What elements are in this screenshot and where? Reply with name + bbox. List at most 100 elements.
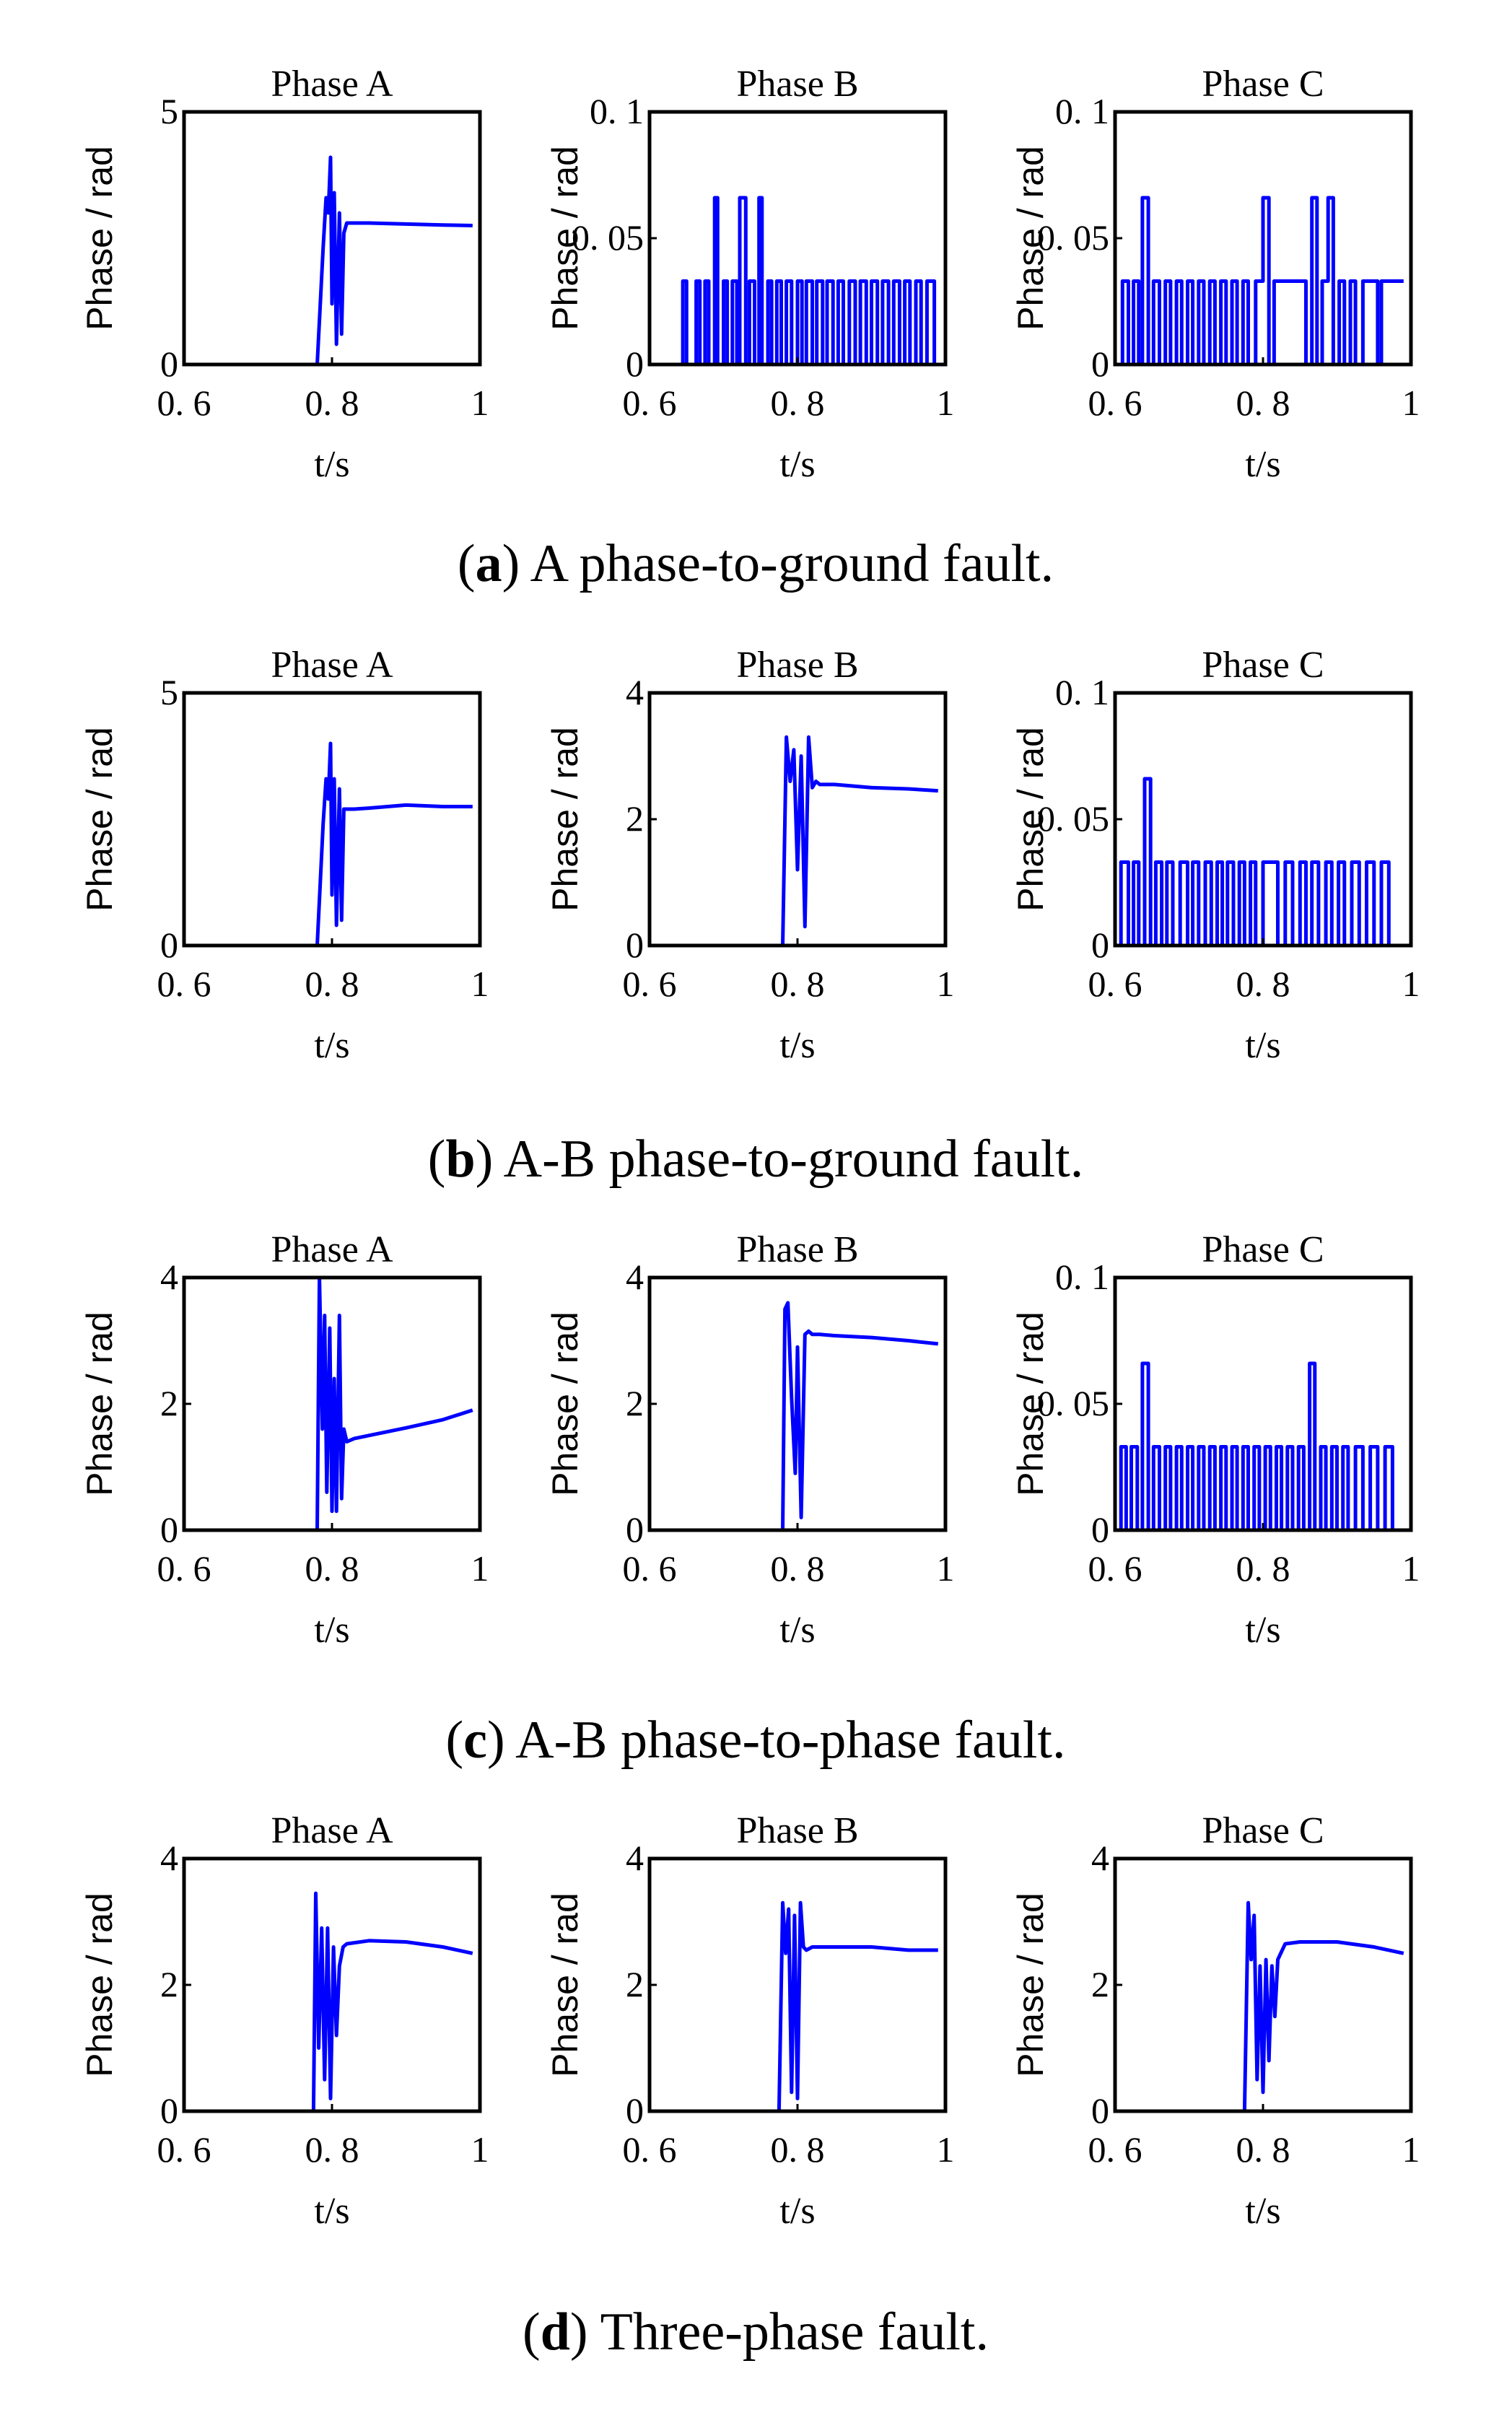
series-line (650, 1301, 939, 1532)
x-tick-label: 1 (1402, 964, 1420, 1004)
chart-title: Phase B (737, 1229, 859, 1270)
chart-panel-a-3: Phase C 0 0. 05 0. 1 0. 6 0. 8 1 t/s Phase / rad (1010, 64, 1420, 485)
y-tick-label: 0. 1 (1055, 1257, 1109, 1297)
chart-title: Phase B (737, 645, 859, 686)
x-tick-label: 1 (1402, 383, 1420, 423)
x-axis-label: t/s (1245, 1025, 1280, 1066)
y-tick-label: 0 (1091, 1509, 1109, 1550)
figure-caption: (b) A-B phase-to-ground fault. (428, 1130, 1083, 1189)
x-axis-label: t/s (1245, 444, 1280, 485)
figure-caption: (a) A phase-to-ground fault. (458, 534, 1054, 593)
y-axis-label: Phase / rad (1010, 1892, 1051, 2077)
x-tick-label: 0. 6 (1088, 383, 1142, 423)
y-tick-label: 0. 1 (590, 91, 644, 131)
chart-panel-a-1: Phase A 0 5 0. 6 0. 8 1 t/s Phase / rad (79, 64, 489, 485)
series-line (1115, 1900, 1404, 2113)
figure-caption: (c) A-B phase-to-phase fault. (446, 1711, 1066, 1770)
x-tick-label: 1 (471, 383, 489, 423)
chart-panel-d-2: Phase B 0 2 4 0. 6 0. 8 1 t/s Phase / rad (545, 1810, 955, 2232)
y-tick-label: 4 (626, 1838, 644, 1878)
caption-letter: c (463, 1711, 487, 1770)
y-tick-label: 2 (1091, 1964, 1109, 2004)
series-line (650, 196, 938, 367)
y-tick-label: 0 (626, 344, 644, 384)
caption-text: Three-phase fault. (600, 2302, 989, 2362)
caption-letter: b (445, 1130, 475, 1189)
x-tick-label: 0. 8 (305, 2129, 359, 2170)
x-axis-label: t/s (779, 2191, 815, 2232)
caption-paren-close: ) (476, 1130, 504, 1189)
y-axis-label: Phase / rad (545, 1311, 585, 1496)
x-axis-label: t/s (1245, 2191, 1280, 2232)
x-tick-label: 0. 6 (623, 964, 677, 1004)
chart-panel-b-2: Phase B 0 2 4 0. 6 0. 8 1 t/s Phase / rad (545, 645, 955, 1066)
caption-paren-open: ( (458, 534, 476, 593)
caption-text: A-B phase-to-ground fault. (504, 1130, 1084, 1189)
y-tick-label: 0 (1091, 344, 1109, 384)
x-axis-label: t/s (314, 1610, 349, 1651)
chart-title: Phase C (1202, 64, 1324, 105)
caption-text: A phase-to-ground fault. (530, 534, 1054, 593)
x-tick-label: 0. 6 (157, 383, 211, 423)
caption-paren-open: ( (523, 2302, 541, 2362)
series-line (1115, 777, 1404, 948)
caption-paren-close: ) (570, 2302, 600, 2362)
chart-title: Phase B (737, 1810, 859, 1851)
caption-paren-close: ) (502, 534, 530, 593)
x-tick-label: 1 (471, 2129, 489, 2170)
y-tick-label: 4 (160, 1257, 178, 1297)
x-tick-label: 0. 8 (1236, 1548, 1290, 1589)
chart-panel-c-1: Phase A 0 2 4 0. 6 0. 8 1 t/s Phase / rad (79, 1229, 489, 1651)
x-tick-label: 0. 8 (771, 383, 825, 423)
y-tick-label: 2 (160, 1964, 178, 2004)
y-tick-label: 0. 1 (1055, 672, 1109, 712)
caption-paren-close: ) (487, 1711, 515, 1770)
y-axis-label: Phase / rad (1010, 1311, 1051, 1496)
chart-title: Phase C (1202, 1229, 1324, 1270)
y-tick-label: 4 (626, 672, 644, 712)
y-tick-label: 0 (1091, 925, 1109, 965)
chart-panel-c-2: Phase B 0 2 4 0. 6 0. 8 1 t/s Phase / rad (545, 1229, 955, 1651)
series-line (184, 1891, 473, 2113)
x-axis-label: t/s (314, 2191, 349, 2232)
panels-layer: Phase A 0 5 0. 6 0. 8 1 t/s Phase / rad Phase B 0… (79, 64, 1420, 2232)
x-tick-label: 1 (937, 1548, 955, 1589)
x-tick-label: 0. 8 (305, 964, 359, 1004)
y-tick-label: 5 (160, 672, 178, 712)
chart-panel-a-2: Phase B 0 0. 05 0. 1 0. 6 0. 8 1 t/s Phase / rad (545, 64, 955, 485)
x-axis-label: t/s (1245, 1610, 1280, 1651)
caption-paren-open: ( (428, 1130, 446, 1189)
x-tick-label: 0. 6 (623, 383, 677, 423)
y-tick-label: 0. 05 (1037, 798, 1109, 839)
y-axis-label: Phase / rad (1010, 146, 1051, 331)
chart-title: Phase A (271, 1229, 393, 1270)
chart-title: Phase C (1202, 1810, 1324, 1851)
y-axis-label: Phase / rad (545, 146, 585, 331)
series-line (184, 1275, 473, 1532)
y-axis-label: Phase / rad (79, 1892, 120, 2077)
y-axis-label: Phase / rad (545, 1892, 585, 2077)
x-axis-label: t/s (314, 1025, 349, 1066)
x-tick-label: 0. 8 (305, 1548, 359, 1589)
chart-panel-b-1: Phase A 0 5 0. 6 0. 8 1 t/s Phase / rad (79, 645, 489, 1066)
x-tick-label: 1 (1402, 1548, 1420, 1589)
series-line (1115, 1361, 1404, 1532)
y-tick-label: 0 (160, 344, 178, 384)
y-tick-label: 5 (160, 91, 178, 131)
caption-text: A-B phase-to-phase fault. (515, 1711, 1065, 1770)
y-tick-label: 2 (626, 798, 644, 839)
y-tick-label: 0 (626, 925, 644, 965)
x-axis-label: t/s (779, 1025, 815, 1066)
y-tick-label: 0 (160, 1509, 178, 1550)
y-tick-label: 4 (1091, 1838, 1109, 1878)
figure-caption: (d) Three-phase fault. (523, 2302, 989, 2362)
series-line (1115, 196, 1404, 367)
x-tick-label: 1 (471, 1548, 489, 1589)
y-axis-label: Phase / rad (1010, 727, 1051, 912)
y-tick-label: 0. 1 (1055, 91, 1109, 131)
caption-paren-open: ( (446, 1711, 464, 1770)
x-tick-label: 0. 8 (305, 383, 359, 423)
x-tick-label: 0. 8 (771, 1548, 825, 1589)
caption-letter: a (476, 534, 502, 593)
